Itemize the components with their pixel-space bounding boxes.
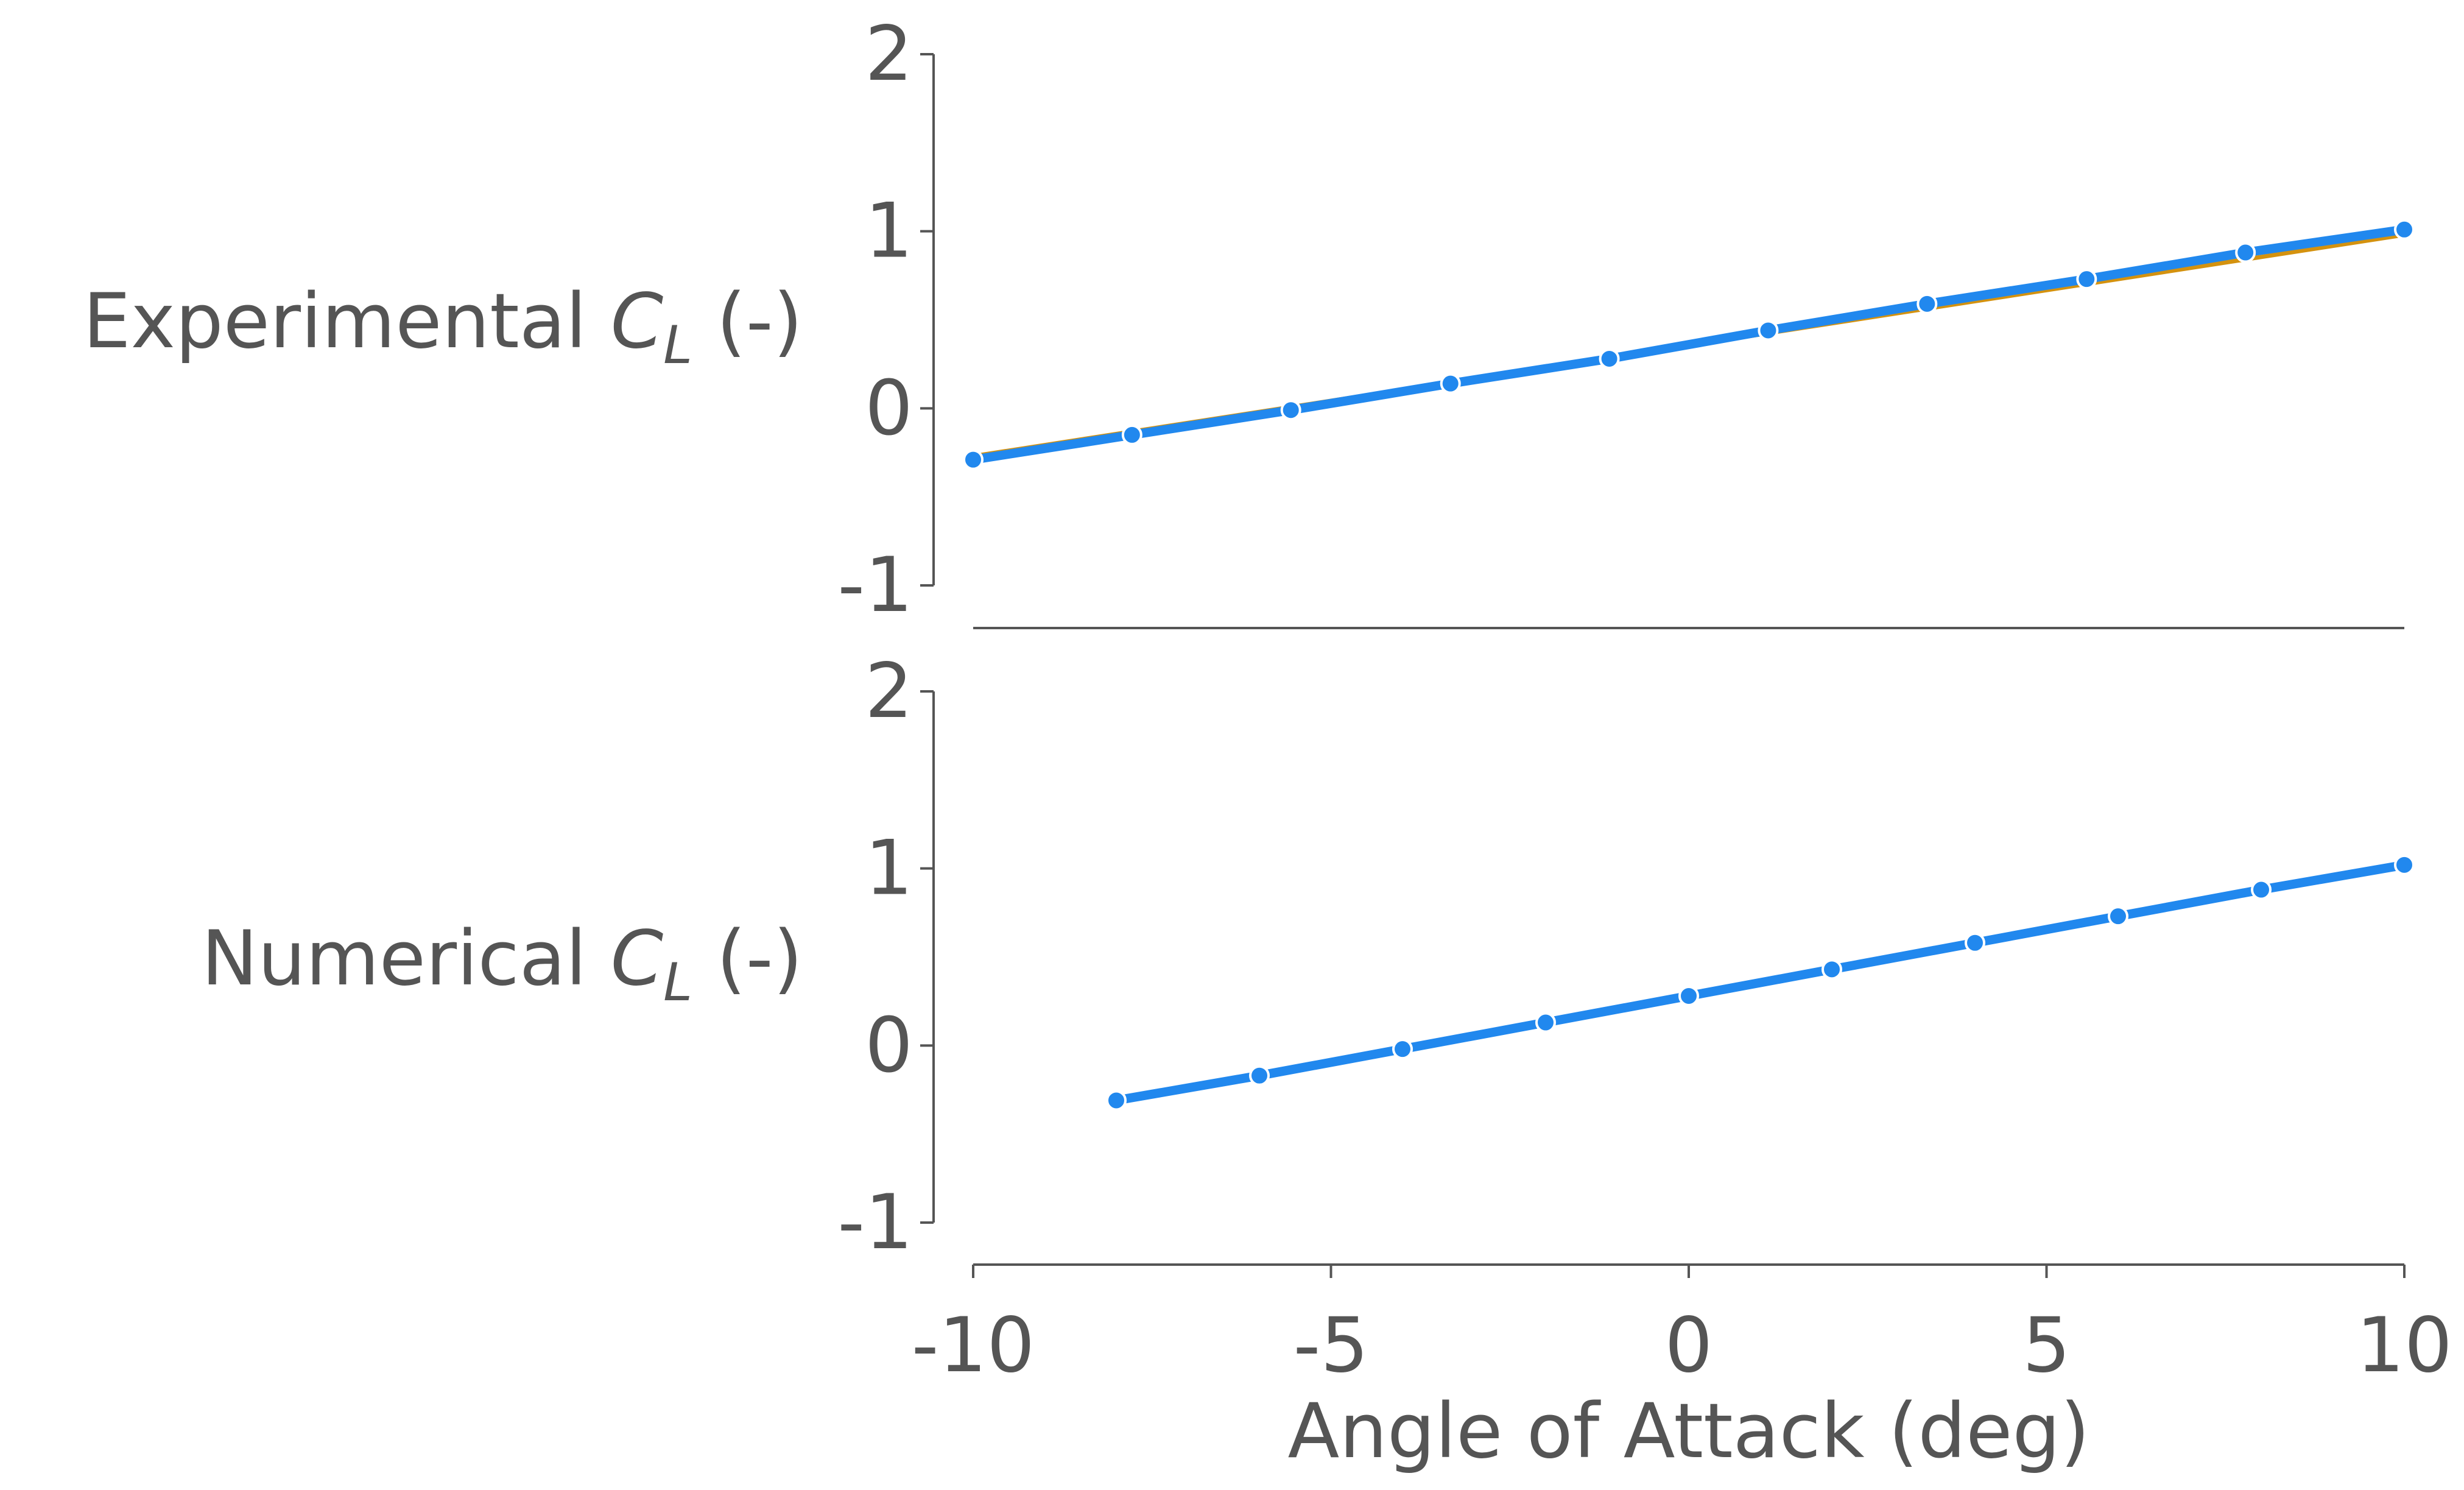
experimental-y-axis-title: Experimental CL (-) — [83, 278, 803, 376]
experimental-y-axis-title-symbol: C — [611, 278, 664, 365]
numerical-y-tick-label: 2 — [865, 648, 913, 735]
numerical-y-tick-label: 1 — [865, 825, 913, 913]
numerical-series-0-point — [1965, 932, 1985, 953]
numerical-series-0-point — [1678, 985, 1699, 1006]
experimental-series-1-point — [1440, 373, 1461, 394]
experimental-y-axis-title-word: Experimental — [83, 278, 610, 365]
experimental-series-1-point — [1121, 424, 1142, 445]
numerical-y-tick-label: 0 — [865, 1001, 913, 1089]
experimental-y-tick-label: 1 — [865, 188, 913, 275]
numerical-series-0-point — [1535, 1012, 1556, 1033]
experimental-series-1-point — [1758, 320, 1779, 341]
experimental-series-1-point — [1599, 348, 1620, 369]
experimental-y-tick-label: 2 — [865, 10, 913, 98]
experimental-y-axis-title-unit: (-) — [692, 278, 803, 365]
experimental-series-1-line — [968, 225, 2409, 465]
numerical-series-0-line — [1111, 860, 2409, 1105]
experimental-series-1-point — [2394, 219, 2415, 240]
experimental-cl-panel: -1 0 1 2 Experimental CL (-) — [83, 10, 2415, 629]
numerical-y-tick-label: -1 — [837, 1179, 913, 1266]
experimental-y-tick-label: 0 — [865, 364, 913, 452]
experimental-y-axis-title-subscript: L — [663, 315, 692, 376]
numerical-y-axis-title: Numerical CL (-) — [202, 915, 803, 1013]
experimental-series-1-point — [1280, 400, 1301, 421]
numerical-y-axis-title-word: Numerical — [202, 915, 611, 1003]
numerical-x-tick-label: -5 — [1294, 1302, 1369, 1389]
numerical-x-tick-label: 10 — [2356, 1302, 2452, 1389]
numerical-series-0-point — [1822, 959, 1842, 980]
numerical-x-tick-label: 0 — [1665, 1302, 1713, 1389]
x-axis-title: Angle of Attack (deg) — [1288, 1388, 2090, 1475]
experimental-series-1-point — [1917, 293, 1938, 314]
numerical-series-0-point — [2108, 906, 2128, 927]
numerical-series-0-point — [2251, 879, 2272, 900]
numerical-series-0-point — [1106, 1090, 1127, 1111]
experimental-series-1-point — [2235, 242, 2256, 263]
numerical-x-tick-label: -10 — [912, 1302, 1035, 1389]
experimental-series-1-point — [963, 449, 984, 470]
numerical-x-tick-label: 5 — [2022, 1302, 2071, 1389]
numerical-y-axis-title-symbol: C — [611, 915, 664, 1003]
numerical-series-0-point — [1392, 1039, 1413, 1060]
experimental-y-tick-label: -1 — [837, 542, 913, 629]
numerical-series-0-point — [1249, 1065, 1270, 1086]
numerical-y-axis-title-unit: (-) — [692, 915, 803, 1003]
numerical-series-0-point — [2394, 854, 2415, 875]
numerical-y-axis-title-subscript: L — [663, 952, 692, 1013]
experimental-series-1-point — [2076, 269, 2097, 290]
